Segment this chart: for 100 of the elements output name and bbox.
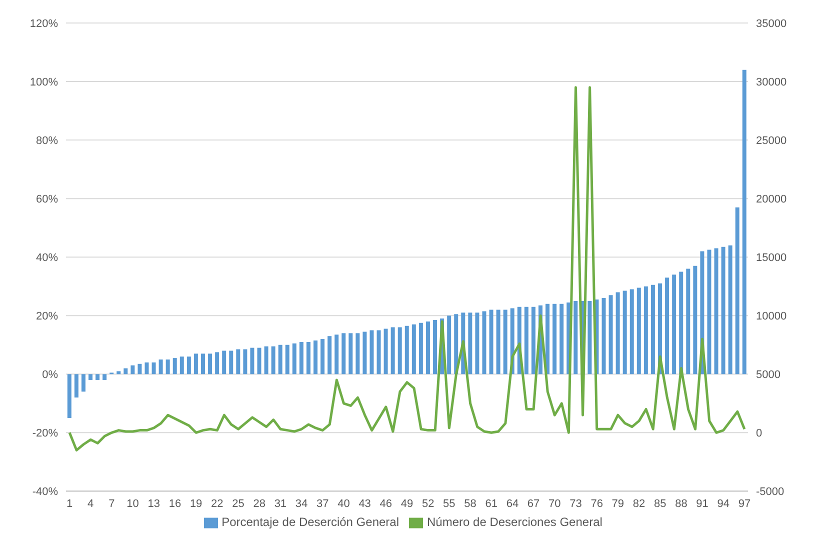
x-tick-label: 22 xyxy=(211,498,224,510)
bar xyxy=(665,278,670,374)
bar xyxy=(426,321,430,374)
bar xyxy=(560,304,564,374)
x-tick-label: 94 xyxy=(717,498,730,510)
y2-tick-label: 20000 xyxy=(756,193,787,206)
x-tick-label: 40 xyxy=(338,498,350,510)
bar xyxy=(376,330,381,374)
bar xyxy=(144,362,149,374)
x-tick-label: 37 xyxy=(316,498,329,510)
bar xyxy=(362,332,367,374)
bar xyxy=(546,304,550,374)
bar xyxy=(398,327,402,374)
x-tick-label: 88 xyxy=(675,498,688,510)
y-tick-label: 60% xyxy=(36,193,58,206)
x-tick-label: 73 xyxy=(570,498,582,510)
bar xyxy=(215,352,220,374)
bar xyxy=(229,350,234,374)
y-tick-label: -20% xyxy=(32,428,58,440)
bar xyxy=(172,358,177,374)
bar xyxy=(475,312,480,374)
x-tick-label: 76 xyxy=(590,498,603,510)
bar xyxy=(608,295,613,374)
bar xyxy=(482,311,486,374)
bar xyxy=(200,354,205,374)
bar xyxy=(271,346,276,374)
x-tick-label: 28 xyxy=(253,498,266,510)
bar xyxy=(644,286,648,374)
bar xyxy=(412,324,416,374)
bar xyxy=(264,346,268,374)
bar xyxy=(622,290,627,374)
y2-tick-label: 5000 xyxy=(756,369,780,382)
x-tick-label: 70 xyxy=(548,498,561,510)
y2-tick-label: 25000 xyxy=(756,134,787,147)
x-tick-label: 61 xyxy=(485,498,498,510)
x-tick-label: 46 xyxy=(380,498,392,510)
bar xyxy=(208,354,212,374)
y-tick-label: -40% xyxy=(32,486,58,498)
x-tick-label: 10 xyxy=(126,498,139,510)
bar xyxy=(138,364,142,374)
bar xyxy=(236,349,240,374)
bar xyxy=(194,354,198,374)
bar xyxy=(257,348,262,374)
x-tick-label: 34 xyxy=(295,498,308,510)
bar xyxy=(686,268,690,374)
bar xyxy=(531,306,536,374)
bar xyxy=(630,289,634,374)
x-tick-label: 91 xyxy=(696,498,708,510)
bar xyxy=(588,300,592,374)
bar xyxy=(728,245,732,374)
y2-tick-label: 15000 xyxy=(756,252,787,264)
x-tick-label: 7 xyxy=(108,498,115,510)
bar xyxy=(693,266,698,374)
bar xyxy=(384,328,388,374)
bar xyxy=(707,250,712,374)
bar xyxy=(742,70,746,374)
y-tick-label: 80% xyxy=(36,134,58,147)
bar xyxy=(714,248,718,374)
bar xyxy=(88,374,92,380)
bar xyxy=(503,310,508,374)
y-tick-label: 100% xyxy=(30,76,58,88)
bar xyxy=(721,246,726,374)
legend-label: Porcentaje de Deserción General xyxy=(222,515,399,530)
bar xyxy=(299,342,304,374)
bar xyxy=(679,272,684,374)
y2-tick-label: 0 xyxy=(756,428,762,440)
x-tick-label: 13 xyxy=(148,498,160,510)
line-series xyxy=(68,86,746,452)
bar xyxy=(735,207,740,374)
bar xyxy=(370,330,374,374)
y2-tick-label: -5000 xyxy=(756,486,784,498)
x-tick-label: 64 xyxy=(506,498,519,510)
x-tick-label: 16 xyxy=(168,498,182,510)
bar xyxy=(152,362,156,374)
bar xyxy=(672,274,676,374)
x-tick-label: 4 xyxy=(88,498,94,510)
bar xyxy=(334,334,339,374)
bar xyxy=(342,333,346,374)
bar xyxy=(447,316,452,374)
x-tick-label: 52 xyxy=(422,498,434,510)
y-tick-label: 0% xyxy=(42,369,58,382)
bar xyxy=(636,288,641,374)
bar xyxy=(390,327,395,374)
x-tick-label: 79 xyxy=(612,498,624,510)
bar xyxy=(356,333,360,374)
y-tick-label: 40% xyxy=(36,252,58,264)
x-tick-label: 58 xyxy=(464,498,476,510)
bar xyxy=(552,304,557,374)
y2-tick-label: 30000 xyxy=(756,76,787,88)
x-tick-label: 1 xyxy=(66,498,73,510)
y-tick-label: 20% xyxy=(36,310,58,323)
bar xyxy=(320,339,325,374)
x-tick-label: 49 xyxy=(400,498,414,510)
bar xyxy=(524,306,528,374)
bar xyxy=(306,342,310,374)
y2-tick-label: 10000 xyxy=(756,310,787,323)
legend-label: Número de Deserciones General xyxy=(427,515,602,530)
bar xyxy=(489,310,494,374)
y2-tick-label: 35000 xyxy=(756,18,787,30)
x-tick-label: 19 xyxy=(190,498,202,510)
